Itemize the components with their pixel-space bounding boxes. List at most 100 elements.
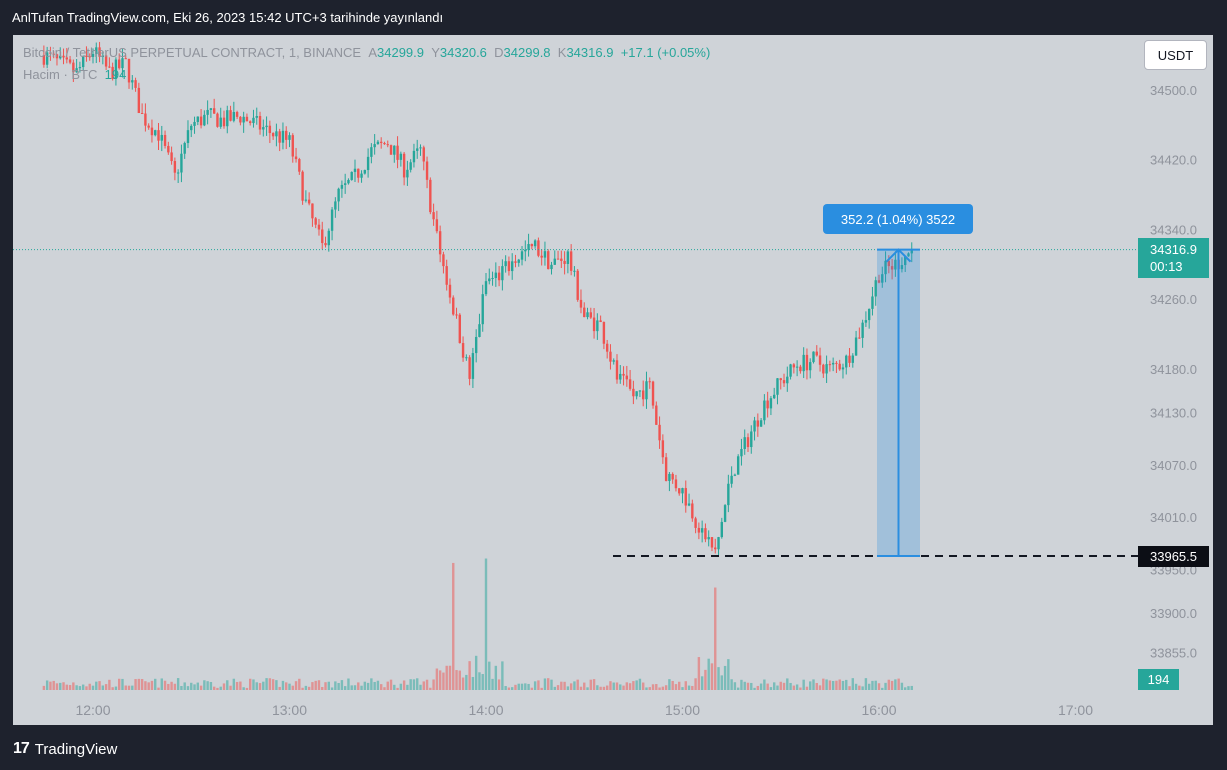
volume-bar — [383, 687, 386, 690]
volume-bar — [697, 657, 701, 690]
volume-bar — [435, 668, 439, 690]
candle-body — [157, 130, 160, 141]
candle-body — [566, 251, 570, 264]
volume-bar — [245, 687, 249, 690]
candle-body — [655, 405, 658, 425]
candle-body — [792, 364, 796, 368]
volume-bar — [226, 680, 229, 690]
volume-bar — [118, 678, 121, 690]
volume-bar — [255, 682, 258, 690]
chart-frame[interactable]: 34500.0 34420.0 34340.0 34260.0 34180.0 34130… — [13, 35, 1213, 725]
volume-bar — [81, 684, 85, 690]
candle-body — [746, 437, 750, 448]
candle-body — [399, 153, 403, 160]
volume-bar — [72, 682, 75, 690]
candle-body — [769, 398, 773, 409]
volume-bar — [370, 678, 373, 690]
x-tick-label: 13:00 — [272, 702, 307, 718]
volume-bar — [746, 682, 750, 690]
volume-bar — [196, 682, 199, 690]
candle-body — [330, 209, 334, 231]
volume-value: 194 — [104, 67, 127, 82]
footer-brand[interactable]: 17 TradingView — [13, 740, 117, 758]
volume-bar — [658, 687, 661, 690]
volume-bar — [511, 687, 514, 690]
volume-bar — [579, 686, 583, 690]
candle-body — [59, 55, 62, 59]
measure-label[interactable]: 352.2 (1.04%) 3522 — [823, 204, 973, 234]
volume-bar — [389, 679, 393, 690]
candle-body — [226, 110, 229, 127]
candle-body — [795, 366, 799, 368]
volume-bar — [314, 680, 317, 690]
volume-bar — [877, 683, 881, 690]
candle-body — [199, 116, 203, 126]
volume-bar — [366, 682, 370, 690]
candle-body — [481, 294, 484, 325]
volume-bar — [121, 678, 124, 690]
candle-body — [72, 62, 75, 73]
candle-body — [235, 111, 239, 117]
candle-body — [45, 52, 49, 65]
candle-body — [802, 354, 805, 372]
volume-bar — [363, 681, 367, 690]
candle-body — [596, 320, 599, 332]
volume-bar — [209, 681, 213, 690]
candle-body — [409, 162, 412, 170]
candle-body — [455, 314, 458, 316]
volume-bar — [285, 682, 288, 690]
candle-body — [111, 66, 114, 79]
candle-body — [825, 364, 828, 374]
candle-body — [877, 280, 881, 283]
price-chart[interactable]: 34500.0 34420.0 34340.0 34260.0 34180.0 34130… — [13, 35, 1213, 725]
volume-bar — [635, 680, 638, 690]
volume-bar — [612, 682, 615, 690]
x-tick-label: 15:00 — [665, 702, 700, 718]
candle-body — [419, 147, 422, 149]
volume-bar — [357, 682, 360, 690]
currency-button[interactable]: USDT — [1144, 40, 1207, 70]
volume-bar — [206, 681, 209, 690]
volume-bar — [694, 678, 697, 690]
volume-bar — [321, 686, 324, 690]
candle-body — [271, 133, 275, 137]
volume-bar — [373, 681, 376, 690]
candle-body — [65, 57, 68, 60]
volume-bar — [55, 683, 59, 690]
volume-bar — [304, 685, 308, 690]
volume-bar — [782, 682, 786, 690]
volume-bar — [327, 681, 330, 690]
candle-body — [547, 251, 550, 270]
candle-body — [121, 58, 124, 69]
candle-body — [363, 170, 367, 174]
volume-bar — [632, 681, 635, 690]
candle-body — [733, 474, 737, 476]
candle-body — [632, 388, 635, 397]
x-tick-label: 14:00 — [468, 702, 503, 718]
candle-body — [638, 390, 642, 392]
candle-body — [537, 240, 540, 256]
volume-bar — [664, 685, 668, 690]
volume-bar — [769, 687, 773, 690]
volume-bar — [625, 682, 629, 690]
volume-bar — [160, 678, 163, 690]
candle-body — [62, 55, 65, 58]
volume-bar — [98, 681, 101, 690]
low-value: 34299.8 — [503, 45, 551, 60]
candle-body — [619, 373, 622, 380]
low-label: D — [494, 45, 504, 60]
volume-bar — [566, 686, 570, 690]
candle-body — [412, 150, 416, 163]
candle-body — [714, 547, 717, 550]
volume-bar — [674, 684, 678, 690]
candle-body — [376, 141, 380, 145]
volume-bar — [131, 685, 134, 690]
volume-bar — [134, 679, 137, 690]
candle-body — [668, 473, 671, 481]
volume-bar — [193, 684, 196, 690]
candle-body — [864, 320, 868, 323]
volume-bar — [235, 681, 239, 690]
candle-body — [147, 125, 150, 128]
volume-bar — [651, 684, 655, 690]
volume-bar — [301, 687, 304, 690]
